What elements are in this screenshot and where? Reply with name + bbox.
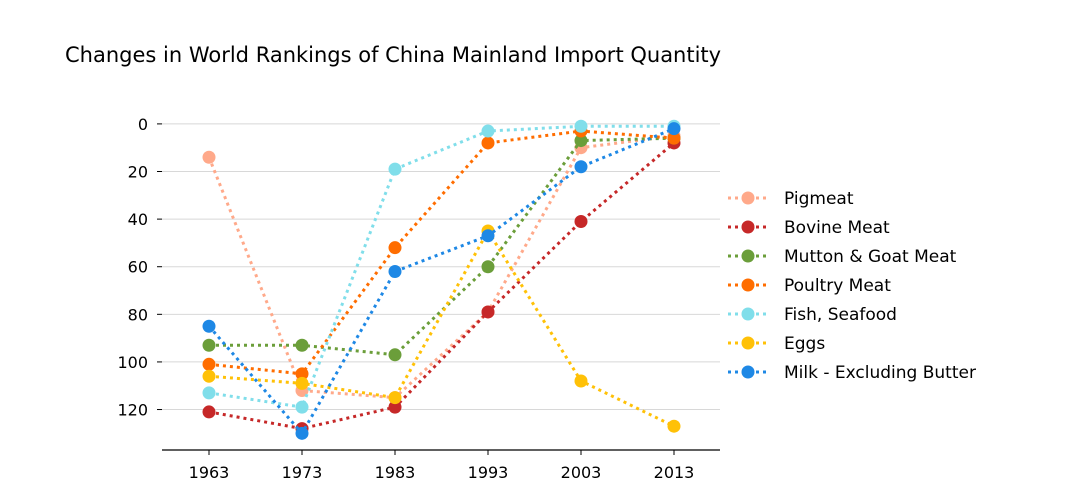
data-point [574, 160, 588, 174]
data-point [295, 400, 309, 414]
y-tick-label: 40 [128, 210, 148, 229]
legend-item: Pigmeat [728, 189, 854, 209]
data-point [574, 214, 588, 228]
y-tick-label: 120 [117, 401, 148, 420]
x-tick-label: 1963 [189, 463, 230, 482]
data-point [202, 369, 216, 383]
legend-item: Poultry Meat [728, 276, 891, 296]
legend-marker [741, 191, 755, 205]
data-point [388, 162, 402, 176]
data-point [388, 348, 402, 362]
x-tick-label: 1993 [468, 463, 509, 482]
data-point [667, 122, 681, 136]
legend-marker [741, 249, 755, 263]
chart-title: Changes in World Rankings of China Mainl… [65, 43, 721, 67]
legend-marker [741, 365, 755, 379]
data-point [481, 124, 495, 138]
legend: Pigmeat Bovine Meat Mutton & Goat Meat Poul… [728, 189, 976, 383]
data-point [202, 319, 216, 333]
series-line [208, 228, 675, 428]
data-point [295, 338, 309, 352]
series-6 [202, 122, 681, 440]
x-tick-label: 1983 [375, 463, 416, 482]
y-tick-label: 0 [138, 115, 148, 134]
data-point [202, 338, 216, 352]
data-point [667, 131, 681, 145]
series-2 [202, 131, 681, 362]
y-tick-label: 80 [128, 305, 148, 324]
data-point [202, 357, 216, 371]
axes: 0 20 40 60 80 100 120 1963 1973 1983 1993 2003 2013 [117, 115, 720, 482]
data-point [388, 241, 402, 255]
series-line [207, 134, 675, 400]
data-point [481, 229, 495, 243]
series-1 [202, 136, 681, 436]
data-point [574, 119, 588, 133]
data-point [481, 136, 495, 150]
x-tick-label: 2003 [561, 463, 602, 482]
series-line [207, 127, 675, 436]
y-tick-label: 20 [128, 163, 148, 182]
data-point [574, 374, 588, 388]
series-line [208, 141, 675, 431]
x-tick-label: 1973 [282, 463, 323, 482]
data-point [295, 426, 309, 440]
data-point [295, 376, 309, 390]
y-tick-label: 100 [117, 353, 148, 372]
legend-label: Poultry Meat [784, 276, 891, 296]
legend-label: Pigmeat [784, 189, 854, 209]
plot-area [202, 119, 681, 440]
legend-label: Fish, Seafood [784, 305, 897, 325]
data-point [667, 419, 681, 433]
series-line [209, 136, 675, 357]
data-point [202, 405, 216, 419]
data-point [388, 400, 402, 414]
legend-item: Eggs [728, 334, 825, 354]
legend-marker [741, 278, 755, 292]
legend-label: Mutton & Goat Meat [784, 247, 957, 267]
data-point [202, 150, 216, 164]
legend-label: Eggs [784, 334, 825, 354]
data-point [388, 264, 402, 278]
data-point [295, 367, 309, 381]
legend-marker [741, 307, 755, 321]
x-tick-label: 2013 [654, 463, 695, 482]
legend-label: Bovine Meat [784, 218, 890, 238]
data-point [481, 305, 495, 319]
data-point [202, 386, 216, 400]
legend-item: Mutton & Goat Meat [728, 247, 957, 267]
data-point [481, 260, 495, 274]
legend-item: Bovine Meat [728, 218, 890, 238]
series-line [208, 124, 674, 409]
legend-item: Milk - Excluding Butter [728, 363, 976, 383]
data-point [574, 134, 588, 148]
series-line [208, 129, 675, 376]
y-tick-label: 60 [128, 258, 148, 277]
legend-item: Fish, Seafood [728, 305, 897, 325]
legend-label: Milk - Excluding Butter [784, 363, 976, 383]
legend-marker [741, 220, 755, 234]
data-point [388, 391, 402, 405]
legend-marker [741, 336, 755, 350]
